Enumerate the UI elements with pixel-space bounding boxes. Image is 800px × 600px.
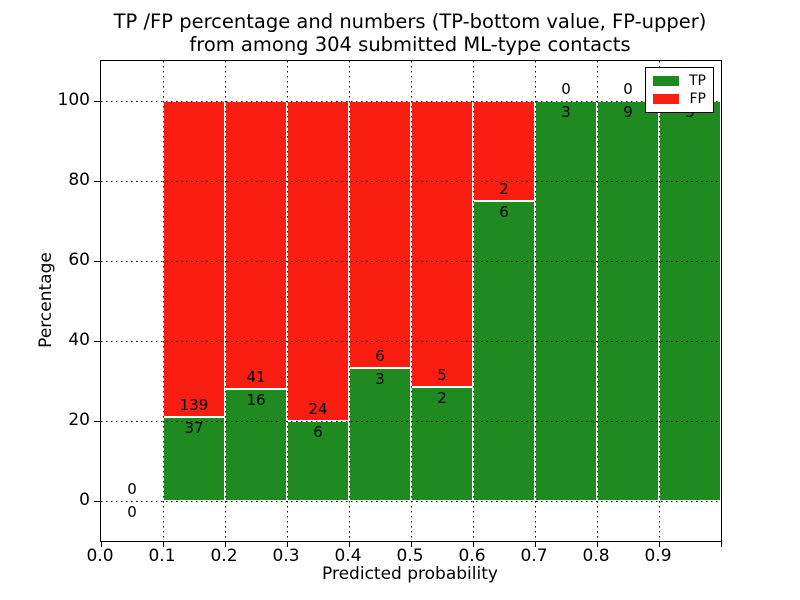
- bar-fp-segment: [411, 101, 473, 387]
- bar-tp-segment: [597, 101, 659, 501]
- gridline-vertical: [659, 61, 660, 541]
- x-tick-mark: [225, 542, 226, 547]
- bar-tp-count-label: 2: [437, 388, 447, 407]
- bar-tp-count-label: 6: [499, 203, 509, 221]
- y-tick-mark: [94, 261, 100, 262]
- bar-fp-count-label: 0: [561, 80, 571, 98]
- bar-fp-count-label: 0: [127, 480, 137, 498]
- bar-fp-count-label: 41: [246, 367, 266, 386]
- x-tick-mark: [721, 542, 722, 547]
- bar-tp-segment: [535, 101, 597, 501]
- y-tick-label: 40: [68, 330, 90, 350]
- gridline-vertical: [225, 61, 226, 541]
- gridline-vertical: [535, 61, 536, 541]
- chart-title-line2: from among 304 submitted ML-type contact…: [189, 33, 631, 56]
- y-tick-mark: [94, 421, 100, 422]
- bar-tp-segment: [411, 386, 473, 501]
- bar-tp-count-label: 37: [184, 418, 204, 437]
- bar-fp-segment: [225, 101, 287, 389]
- bar-tp-segment: [659, 101, 721, 501]
- x-tick-label: 0.0: [86, 546, 114, 566]
- bar-fp-count-label: 6: [375, 346, 385, 365]
- bar-tp-count-label: 3: [375, 369, 385, 388]
- legend-tp-swatch: [653, 76, 679, 86]
- x-tick-mark: [101, 542, 102, 547]
- bar-fp-count-label: 24: [308, 400, 328, 418]
- x-tick-label: 0.9: [644, 546, 672, 566]
- x-tick-mark: [411, 542, 412, 547]
- gridline-vertical: [411, 61, 412, 541]
- bar-tp-count-label: 0: [127, 503, 137, 521]
- y-tick-label: 0: [79, 490, 90, 510]
- y-tick-label: 100: [57, 90, 90, 110]
- x-tick-label: 0.2: [210, 546, 238, 566]
- bar-fp-segment: [163, 101, 225, 417]
- legend-tp-label: TP: [689, 73, 706, 89]
- x-axis-label: Predicted probability: [322, 564, 498, 584]
- x-tick-mark: [287, 542, 288, 547]
- bar-tp-segment: [473, 201, 535, 501]
- y-tick-label: 60: [68, 250, 90, 270]
- bar-tp-segment: [225, 388, 287, 501]
- legend-item-fp: FP: [653, 92, 706, 106]
- x-tick-mark: [659, 542, 660, 547]
- bar-fp-count-label: 139: [179, 395, 209, 414]
- bar-fp-count-label: 5: [437, 365, 447, 384]
- legend-item-tp: TP: [653, 74, 706, 88]
- x-tick-label: 0.3: [272, 546, 300, 566]
- bar-tp-count-label: 3: [561, 103, 571, 121]
- bar-tp-count-label: 16: [246, 390, 266, 409]
- bar-fp-segment: [349, 101, 411, 368]
- legend: TP FP: [645, 67, 714, 113]
- x-tick-mark: [163, 542, 164, 547]
- bar-fp-count-label: 0: [623, 80, 633, 98]
- x-tick-label: 0.1: [148, 546, 176, 566]
- x-tick-mark: [535, 542, 536, 547]
- x-tick-mark: [349, 542, 350, 547]
- x-tick-label: 0.6: [458, 546, 486, 566]
- y-tick-mark: [94, 181, 100, 182]
- x-tick-mark: [597, 542, 598, 547]
- chart-title: TP /FP percentage and numbers (TP-bottom…: [100, 10, 720, 56]
- gridline-vertical: [349, 61, 350, 541]
- gridline-vertical: [163, 61, 164, 541]
- x-tick-label: 0.7: [520, 546, 548, 566]
- gridline-vertical: [287, 61, 288, 541]
- bar-tp-count-label: 9: [623, 103, 633, 121]
- plot-area: 00139374116246635226030905: [94, 60, 722, 547]
- x-tick-label: 0.5: [396, 546, 424, 566]
- y-tick-mark: [94, 341, 100, 342]
- gridline-vertical: [473, 61, 474, 541]
- gridline-vertical: [597, 61, 598, 541]
- y-tick-mark: [94, 501, 100, 502]
- x-tick-mark: [473, 542, 474, 547]
- bar-tp-count-label: 6: [313, 423, 323, 441]
- y-tick-mark: [94, 101, 100, 102]
- chart-title-line1: TP /FP percentage and numbers (TP-bottom…: [113, 10, 707, 33]
- legend-fp-swatch: [653, 94, 679, 104]
- bar-tp-segment: [287, 421, 349, 501]
- x-tick-label: 0.4: [334, 546, 362, 566]
- bar-fp-count-label: 2: [499, 180, 509, 198]
- x-tick-label: 0.8: [582, 546, 610, 566]
- y-tick-label: 80: [68, 170, 90, 190]
- y-tick-label: 20: [68, 410, 90, 430]
- legend-fp-label: FP: [689, 91, 707, 107]
